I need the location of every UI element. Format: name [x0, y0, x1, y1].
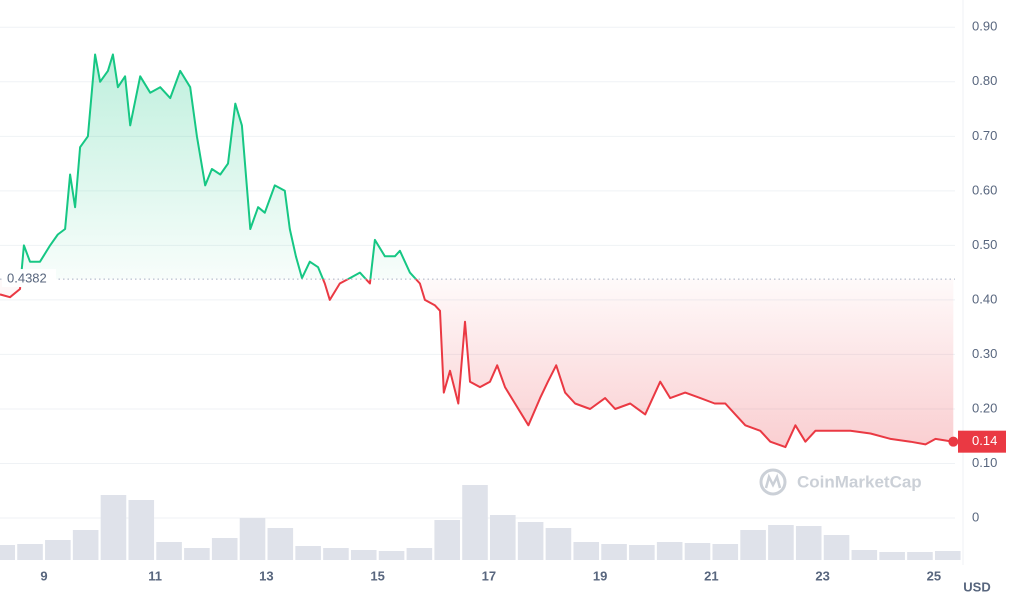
volume-bar [740, 530, 766, 560]
y-tick-label: 0.50 [972, 237, 997, 252]
volume-bar [350, 550, 377, 560]
volume-bar [656, 542, 683, 560]
volume-bar [378, 551, 405, 560]
x-tick-label: 9 [40, 568, 47, 583]
watermark-text: CoinMarketCap [797, 472, 922, 491]
volume-bar [239, 518, 266, 560]
x-tick-label: 15 [370, 568, 384, 583]
last-price-tag [958, 430, 1006, 453]
x-tick-label: 25 [927, 568, 941, 583]
x-tick-label: 17 [482, 568, 496, 583]
y-tick-label: 0.90 [972, 19, 997, 34]
volume-bar [72, 530, 99, 560]
line-up [19, 53, 418, 280]
volume-bar [184, 548, 210, 560]
volume-bars [0, 485, 961, 560]
volume-bar [517, 522, 544, 560]
baseline-label-bg [2, 269, 56, 288]
x-tick-label: 21 [704, 568, 718, 583]
y-tick-label: 0.70 [972, 128, 997, 143]
volume-bar [406, 548, 433, 560]
area-down [0, 279, 954, 448]
x-tick-label: 23 [815, 568, 829, 583]
plot: 0.4382 0.14 [0, 53, 1006, 453]
y-tick-label: 0.40 [972, 291, 997, 306]
x-tick-label: 13 [259, 568, 273, 583]
volume-bar [768, 525, 794, 560]
volume-bar [295, 546, 321, 560]
volume-bar [684, 543, 711, 560]
watermark-logo [759, 468, 787, 496]
volume-bar [45, 540, 71, 560]
volume-bar [323, 548, 349, 560]
volume-bar [490, 515, 516, 560]
volume-bar [851, 550, 878, 560]
x-tick-label: 19 [593, 568, 607, 583]
y-tick-label: 0.10 [972, 455, 997, 470]
volume-bar [795, 526, 822, 560]
y-tick-label: 0.80 [972, 73, 997, 88]
y-tick-label: 0.30 [972, 346, 997, 361]
y-tick-label: 0 [972, 509, 979, 524]
volume-bar [0, 545, 16, 560]
volume-bar [211, 538, 238, 560]
volume-bar [545, 528, 572, 560]
last-price-dot [948, 436, 959, 447]
volume-bar [100, 495, 127, 560]
volume-bar [907, 552, 933, 560]
last-price-label: 0.14 [972, 433, 997, 448]
area-up [0, 54, 954, 280]
volume-bar [462, 485, 488, 560]
volume-bar [434, 520, 460, 560]
volume-bar [879, 552, 905, 560]
volume-bar [629, 545, 655, 560]
volume-bar [17, 544, 43, 560]
labels: 0.90 0.80 0.70 0.60 0.50 0.40 0.30 0.20 0.10 0 9 11… [40, 19, 997, 584]
line-down [0, 279, 954, 449]
volume-bar [573, 542, 600, 560]
volume-bar [823, 535, 850, 560]
volume-bar [934, 551, 961, 560]
y-tick-label: 0.60 [972, 182, 997, 197]
baseline-label: 0.4382 [7, 271, 47, 286]
volume-bar [128, 500, 155, 560]
volume-bar [156, 542, 182, 560]
watermark: CoinMarketCap [759, 468, 922, 496]
volume-bar [712, 544, 739, 560]
y-tick-label: 0.20 [972, 400, 997, 415]
volume-bar [267, 528, 294, 560]
currency-label: USD [963, 579, 990, 594]
volume-bar [601, 544, 627, 560]
x-tick-label: 11 [148, 568, 162, 583]
watermark-logo-mark [764, 473, 782, 489]
